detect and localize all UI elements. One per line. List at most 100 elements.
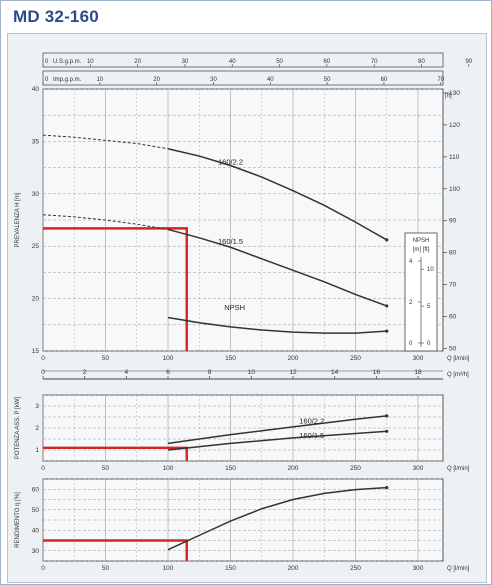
flow-m3h-tick-label: 6 bbox=[166, 369, 170, 376]
power-series-0-label: 160/2.2 bbox=[299, 417, 324, 426]
head-series-2-label: NPSH bbox=[224, 303, 245, 312]
usgpm-scale-tick-label: 10 bbox=[87, 59, 94, 65]
efficiency-x-tick-label: 0 bbox=[41, 565, 45, 572]
npsh-inset-ft-tick: 0 bbox=[427, 341, 431, 347]
head-operating-point-line bbox=[43, 227, 188, 351]
head-right-tick-label: 120 bbox=[449, 122, 460, 129]
usgpm-scale-tick-label: 90 bbox=[465, 59, 472, 65]
impgpm-scale-tick-label: 0 bbox=[45, 77, 49, 83]
head-x-label: Q [l/min] bbox=[447, 356, 470, 362]
usgpm-scale-box bbox=[42, 52, 444, 68]
npsh-inset-ft-tick: 10 bbox=[427, 267, 434, 273]
power-y-label: POTENZA ASS. P [kW] bbox=[15, 397, 21, 460]
power-x-tick-label: 300 bbox=[413, 465, 424, 472]
head-x-tick-label: 200 bbox=[288, 355, 299, 362]
usgpm-scale-label: U.S.g.p.m. bbox=[53, 59, 82, 65]
head-series-1-line bbox=[167, 228, 388, 307]
head-x-tick-label: 0 bbox=[41, 355, 45, 362]
npsh-inset-m-tick: 0 bbox=[409, 341, 413, 347]
efficiency-y-tick-label: 30 bbox=[32, 548, 40, 555]
npsh-inset-ft-tick: 5 bbox=[427, 304, 431, 310]
head-x-tick-label: 150 bbox=[225, 355, 236, 362]
head-y-tick-label: 35 bbox=[32, 138, 40, 145]
head-y-tick-label: 20 bbox=[32, 296, 40, 303]
head-series-0-line bbox=[167, 148, 388, 241]
head-x-tick-label: 100 bbox=[163, 355, 174, 362]
impgpm-scale-tick-label: 50 bbox=[324, 77, 331, 83]
head-right-tick-label: 60 bbox=[449, 314, 457, 321]
head-series-1-label: 160/1.5 bbox=[218, 237, 243, 246]
power-series-1-line bbox=[167, 430, 387, 451]
npsh-inset-title: NPSH bbox=[413, 238, 430, 244]
head-series-2-line bbox=[167, 316, 387, 334]
usgpm-scale-tick-label: 30 bbox=[182, 59, 189, 65]
flow-m3h-tick-label: 8 bbox=[208, 369, 212, 376]
head-y-tick-label: 30 bbox=[32, 191, 40, 198]
head-series-1-end-point bbox=[385, 304, 389, 308]
head-right-tick-label: 100 bbox=[449, 186, 460, 193]
power-series-1-label: 160/1.5 bbox=[299, 431, 324, 440]
head-right-tick-label: 50 bbox=[449, 345, 457, 352]
flow-m3h-tick-label: 12 bbox=[289, 369, 297, 376]
power-x-label: Q [l/min] bbox=[447, 466, 470, 472]
efficiency-series-0-end-point bbox=[385, 486, 389, 490]
flow-m3h-tick-label: 16 bbox=[373, 369, 381, 376]
impgpm-scale-tick-label: 30 bbox=[210, 77, 217, 83]
efficiency-x-tick-label: 200 bbox=[288, 565, 299, 572]
power-x-tick-label: 0 bbox=[41, 465, 45, 472]
head-right-tick-label: 80 bbox=[449, 250, 457, 257]
page-title: MD 32-160 bbox=[13, 7, 99, 26]
head-series-0-dashed-line bbox=[42, 134, 169, 150]
power-series-0-line bbox=[167, 415, 387, 445]
power-x-tick-label: 50 bbox=[102, 465, 110, 472]
head-series-0-end-point bbox=[385, 238, 389, 242]
head-x-tick-label: 300 bbox=[413, 355, 424, 362]
head-y-tick-label: 15 bbox=[32, 348, 40, 355]
usgpm-scale-tick-label: 70 bbox=[371, 59, 378, 65]
flow-m3h-label: Q [m³/h] bbox=[447, 372, 469, 378]
usgpm-scale-tick-label: 60 bbox=[324, 59, 331, 65]
power-series-1-end-point bbox=[385, 429, 389, 433]
head-x-tick-label: 250 bbox=[350, 355, 361, 362]
head-series-0-label: 160/2.2 bbox=[218, 157, 243, 166]
head-y-tick-label: 40 bbox=[32, 86, 40, 93]
npsh-inset-units: [m] [ft] bbox=[413, 247, 430, 253]
npsh-inset-m-tick: 2 bbox=[409, 300, 413, 306]
impgpm-scale-tick-label: 20 bbox=[153, 77, 160, 83]
flow-m3h-tick-label: 4 bbox=[125, 369, 129, 376]
power-series-0-end-point bbox=[385, 414, 389, 418]
power-x-tick-label: 150 bbox=[225, 465, 236, 472]
power-y-tick-label: 1 bbox=[35, 447, 39, 454]
power-x-tick-label: 250 bbox=[350, 465, 361, 472]
efficiency-x-tick-label: 300 bbox=[413, 565, 424, 572]
efficiency-y-tick-label: 50 bbox=[32, 507, 40, 514]
npsh-inset-m-tick: 4 bbox=[409, 259, 413, 265]
impgpm-scale-tick-label: 40 bbox=[267, 77, 274, 83]
usgpm-scale-tick-label: 20 bbox=[134, 59, 141, 65]
power-x-tick-label: 100 bbox=[163, 465, 174, 472]
head-x-tick-label: 50 bbox=[102, 355, 110, 362]
power-y-tick-label: 3 bbox=[35, 403, 39, 410]
efficiency-y-tick-label: 60 bbox=[32, 486, 40, 493]
flow-m3h-tick-label: 2 bbox=[83, 369, 87, 376]
efficiency-y-tick-label: 40 bbox=[32, 527, 40, 534]
efficiency-series-0-line bbox=[167, 486, 387, 551]
efficiency-x-tick-label: 100 bbox=[163, 565, 174, 572]
flow-m3h-tick-label: 0 bbox=[41, 369, 45, 376]
head-y-label: PREVALENZA H [m] bbox=[15, 192, 21, 247]
usgpm-scale-tick-label: 40 bbox=[229, 59, 236, 65]
efficiency-x-tick-label: 250 bbox=[350, 565, 361, 572]
head-right-tick-label: 130 bbox=[449, 90, 460, 97]
impgpm-scale-label: Imp.g.p.m. bbox=[53, 77, 82, 83]
head-right-tick-label: 70 bbox=[449, 282, 457, 289]
efficiency-x-label: Q [l/min] bbox=[447, 566, 470, 572]
impgpm-scale-box bbox=[42, 70, 444, 86]
power-x-tick-label: 200 bbox=[288, 465, 299, 472]
flow-m3h-tick-label: 10 bbox=[248, 369, 256, 376]
head-right-tick-label: 90 bbox=[449, 218, 457, 225]
impgpm-scale-tick-label: 60 bbox=[381, 77, 388, 83]
impgpm-scale-tick-label: 10 bbox=[96, 77, 103, 83]
head-series-2-end-point bbox=[385, 329, 389, 333]
